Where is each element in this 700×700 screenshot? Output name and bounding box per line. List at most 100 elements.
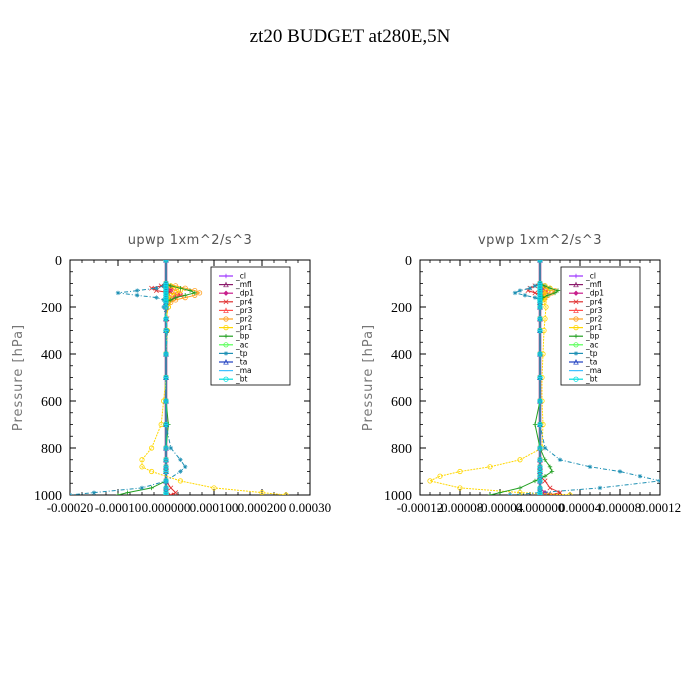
legend-marker (223, 316, 229, 322)
data-point (557, 457, 563, 462)
legend-label: _bp (235, 332, 250, 341)
legend-marker (573, 273, 579, 279)
legend-label: _bt (235, 375, 248, 384)
data-point (154, 295, 159, 300)
y-axis-label: Pressure [hPa] (11, 324, 26, 431)
series-group (427, 260, 660, 495)
data-point (537, 457, 543, 463)
data-point (153, 288, 159, 294)
x-tick-label: 0.00008 (599, 500, 641, 515)
data-point (168, 485, 174, 491)
data-point (211, 485, 217, 491)
legend-marker (573, 324, 579, 331)
data-point (115, 290, 121, 296)
legend-marker (223, 290, 229, 296)
data-point (532, 283, 538, 289)
data-point (517, 288, 523, 293)
legend: _cl_mfl_dp1_pr4_pr3_pr2_pr1_bp_ac_tp_ta_… (210, 266, 291, 386)
data-point (537, 421, 543, 428)
legend-label: _mfl (585, 280, 602, 289)
data-point (173, 290, 179, 296)
data-point (587, 464, 593, 469)
data-point (542, 474, 548, 479)
legend-label: _pr1 (235, 323, 253, 332)
legend-marker (223, 299, 229, 305)
legend-marker (573, 342, 579, 348)
y-tick-label: 400 (391, 348, 412, 363)
legend-marker (573, 334, 579, 339)
legend-label: _ta (235, 358, 247, 367)
legend-label: _ac (585, 340, 598, 349)
data-point (522, 293, 528, 298)
data-point (532, 422, 538, 427)
chart-panel-upwp: upwp 1xm^2/s^3 Pressure [hPa] 0 200 400 600 80… (11, 233, 331, 515)
legend-marker (573, 351, 579, 356)
data-point (552, 290, 558, 296)
data-point (537, 327, 543, 334)
legend-label: _ma (235, 366, 252, 375)
data-point (532, 290, 538, 296)
x-tick-label: -0.00010 (95, 500, 142, 515)
data-point (173, 295, 178, 300)
legend-marker (223, 334, 229, 339)
data-point (163, 398, 169, 404)
legend-marker (573, 307, 579, 313)
legend-marker (573, 290, 579, 296)
legend-label: _tp (585, 349, 598, 358)
data-point (91, 490, 97, 495)
legend-marker (223, 359, 229, 365)
data-point (168, 283, 173, 289)
legend-label: _pr1 (585, 323, 603, 332)
data-point (537, 316, 543, 322)
legend-label: _dp1 (235, 289, 254, 298)
y-tick-label: 400 (41, 348, 62, 363)
data-point (178, 457, 183, 462)
data-point (487, 464, 493, 470)
data-point (512, 290, 518, 296)
data-point (537, 260, 543, 263)
data-point (139, 464, 145, 470)
series-line-pr1 (141, 260, 287, 495)
data-point (567, 492, 573, 495)
data-point (547, 286, 553, 291)
data-point (163, 297, 169, 303)
data-point (135, 288, 140, 293)
data-point (183, 293, 188, 298)
data-point (177, 478, 183, 484)
x-tick-label: -0.00008 (437, 500, 484, 515)
x-tick-label: 0.00012 (639, 500, 681, 515)
data-point (527, 286, 533, 291)
x-tick-label: -0.00004 (477, 500, 524, 515)
data-point (163, 316, 169, 322)
data-point (163, 304, 169, 310)
data-point (154, 286, 159, 291)
data-point (163, 260, 169, 263)
data-point (187, 288, 193, 293)
legend-marker (223, 273, 229, 279)
data-point (542, 283, 548, 289)
panel-title: vpwp 1xm^2/s^3 (478, 233, 602, 248)
data-point (178, 469, 183, 474)
data-point (197, 290, 203, 296)
data-point (158, 283, 164, 289)
legend-marker (573, 281, 579, 288)
data-point (545, 293, 551, 298)
panel-title: upwp 1xm^2/s^3 (128, 233, 253, 248)
data-point (173, 490, 179, 495)
y-tick-label: 0 (55, 254, 62, 269)
data-point (163, 421, 169, 428)
x-tick-label: -0.00020 (47, 500, 94, 515)
y-tick-label: 800 (41, 442, 62, 457)
data-point (537, 490, 543, 495)
y-tick-label: 800 (391, 442, 412, 457)
data-point (557, 490, 563, 495)
data-point (517, 457, 523, 463)
data-point (259, 490, 265, 495)
legend-label: _pr3 (585, 306, 603, 315)
legend-label: _ma (585, 366, 602, 375)
data-point (532, 295, 538, 300)
x-tick-label: 0.000000 (516, 500, 565, 515)
data-point (542, 457, 548, 462)
data-point (158, 421, 164, 428)
